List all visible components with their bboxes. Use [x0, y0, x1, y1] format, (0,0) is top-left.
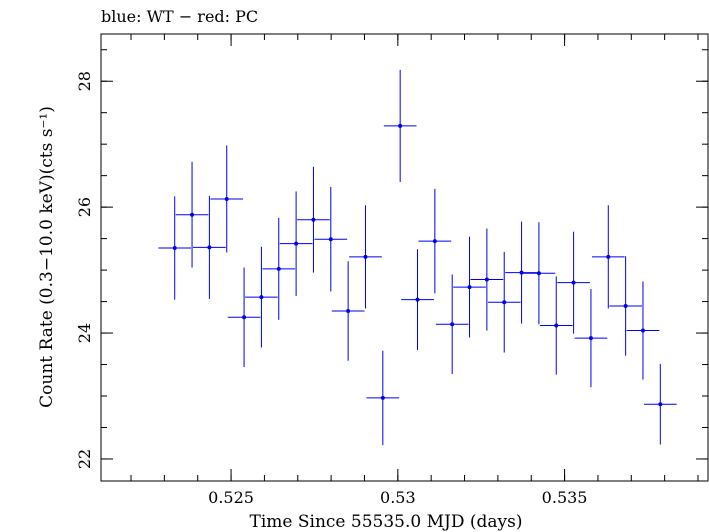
x-axis: 0.525 0.53 0.535 — [130, 34, 699, 507]
data-point — [557, 231, 590, 334]
y-tick-label: 26 — [75, 197, 94, 217]
data-point — [314, 186, 348, 292]
data-point — [366, 350, 400, 446]
x-tick-label: 0.525 — [208, 488, 254, 507]
data-point — [591, 205, 625, 309]
data-point — [574, 288, 608, 388]
point-marker — [380, 395, 385, 400]
point-marker — [242, 315, 247, 320]
data-point — [331, 261, 365, 361]
data-point — [505, 221, 538, 324]
data-point — [279, 191, 313, 296]
data-point — [470, 228, 504, 331]
y-tick-label: 24 — [75, 323, 94, 343]
data-point — [349, 205, 382, 309]
y-axis: 22 24 26 28 — [75, 49, 708, 469]
point-marker — [190, 212, 195, 217]
data-point — [626, 281, 660, 380]
x-tick-label: 0.535 — [542, 488, 588, 507]
y-axis-label: Count Rate (0.3−10.0 keV)(cts s⁻¹) — [37, 106, 57, 408]
point-marker — [259, 295, 264, 300]
point-marker — [606, 254, 611, 259]
point-marker — [536, 271, 541, 276]
point-marker — [519, 270, 524, 275]
point-marker — [415, 297, 420, 302]
point-marker — [276, 266, 281, 271]
point-marker — [623, 303, 628, 308]
data-point — [522, 222, 556, 325]
point-marker — [658, 402, 663, 407]
data-point — [609, 256, 642, 356]
data-points — [158, 69, 677, 446]
point-marker — [294, 241, 299, 246]
data-point — [262, 217, 296, 320]
point-marker — [224, 196, 229, 201]
point-marker — [588, 336, 593, 341]
data-point — [245, 246, 278, 348]
point-marker — [640, 328, 645, 333]
data-point — [175, 161, 209, 268]
data-point — [383, 69, 417, 182]
point-marker — [346, 309, 351, 314]
point-marker — [207, 245, 212, 250]
data-point — [297, 166, 330, 273]
point-marker — [311, 217, 316, 222]
data-point — [401, 249, 434, 351]
x-axis-label: Time Since 55535.0 MJD (days) — [250, 512, 523, 532]
point-marker — [432, 239, 437, 244]
y-tick-label: 22 — [75, 449, 94, 469]
point-marker — [363, 254, 368, 259]
point-marker — [484, 277, 489, 282]
data-point — [210, 145, 244, 253]
data-point — [158, 196, 192, 300]
x-tick-label: 0.53 — [380, 488, 416, 507]
point-marker — [328, 237, 333, 242]
point-marker — [502, 300, 507, 305]
point-marker — [172, 246, 177, 251]
data-point — [453, 236, 486, 338]
data-point — [539, 276, 573, 375]
data-point — [487, 251, 521, 353]
point-marker — [450, 322, 455, 327]
point-marker — [398, 123, 403, 128]
data-point — [643, 363, 677, 445]
point-marker — [571, 280, 576, 285]
point-marker — [467, 285, 472, 290]
point-marker — [554, 323, 559, 328]
y-tick-label: 28 — [75, 71, 94, 91]
chart-title: blue: WT − red: PC — [101, 7, 258, 26]
data-point — [418, 188, 452, 294]
data-point — [227, 267, 261, 368]
data-point — [435, 274, 469, 374]
plot-frame — [100, 33, 709, 482]
data-point — [193, 195, 226, 300]
